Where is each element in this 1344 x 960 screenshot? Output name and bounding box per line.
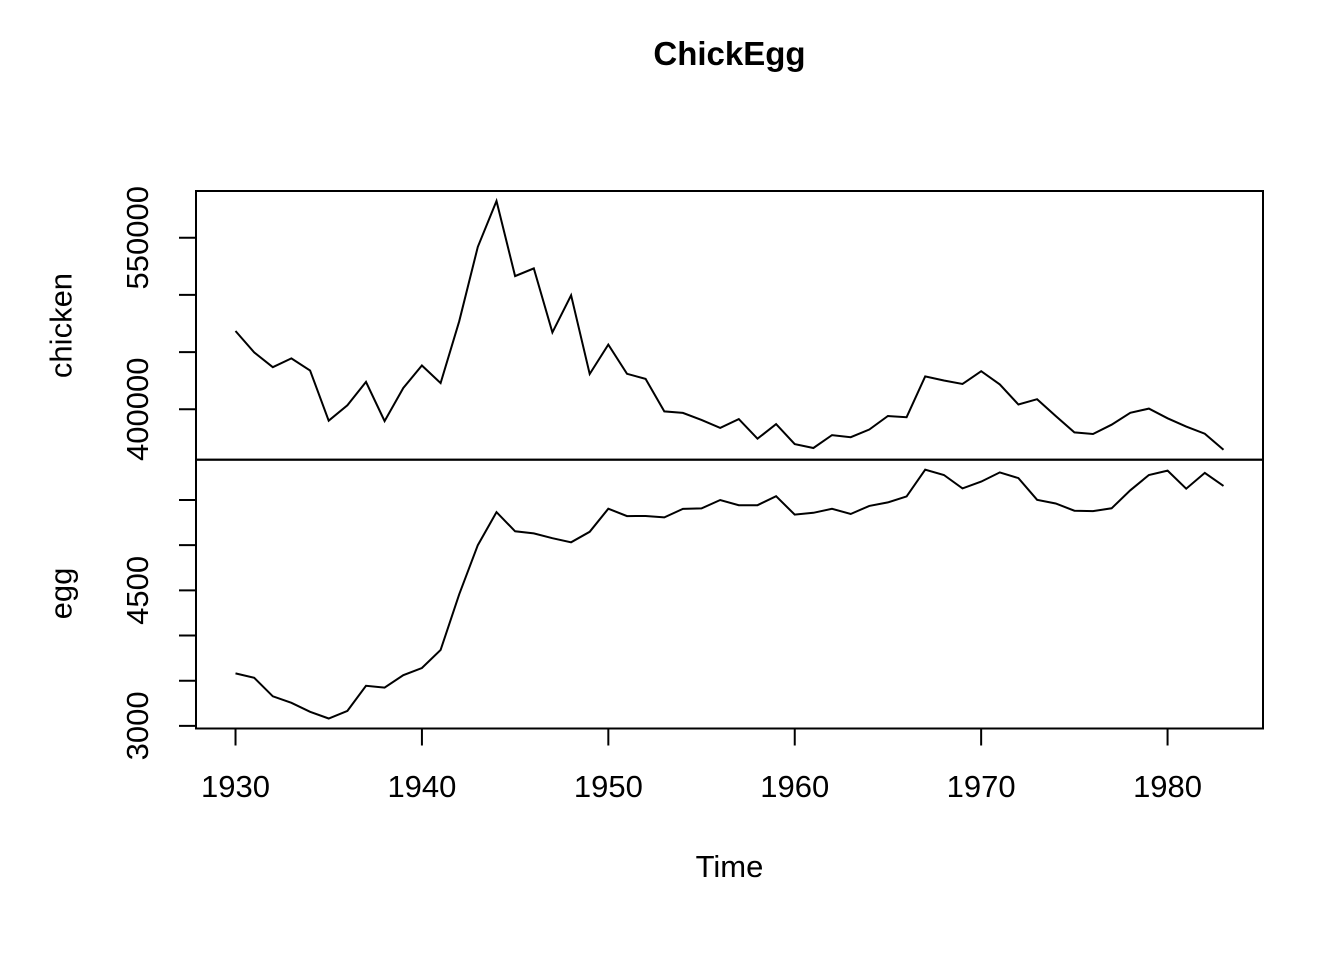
x-tick-label: 1950 — [574, 769, 643, 804]
y-axis-title-egg: egg — [43, 567, 79, 620]
y-tick-label-egg: 4500 — [120, 556, 155, 625]
x-tick-label: 1980 — [1133, 769, 1202, 804]
y-tick-label-chicken: 550000 — [120, 186, 155, 289]
y-tick-label-chicken: 400000 — [120, 358, 155, 461]
panel-box-chicken — [195, 190, 1264, 461]
x-tick-label: 1960 — [760, 769, 829, 804]
x-axis-title: Time — [695, 849, 764, 884]
x-tick-label: 1970 — [947, 769, 1016, 804]
chart-title: ChickEgg — [653, 35, 806, 72]
y-tick-label-egg: 3000 — [120, 691, 155, 760]
x-tick-label: 1930 — [201, 769, 270, 804]
y-axis-title-chicken: chicken — [43, 272, 79, 379]
series-line-egg — [235, 468, 1225, 720]
series-line-chicken — [234, 197, 1225, 451]
panel-box-egg — [195, 458, 1264, 730]
x-tick-label: 1940 — [387, 769, 456, 804]
